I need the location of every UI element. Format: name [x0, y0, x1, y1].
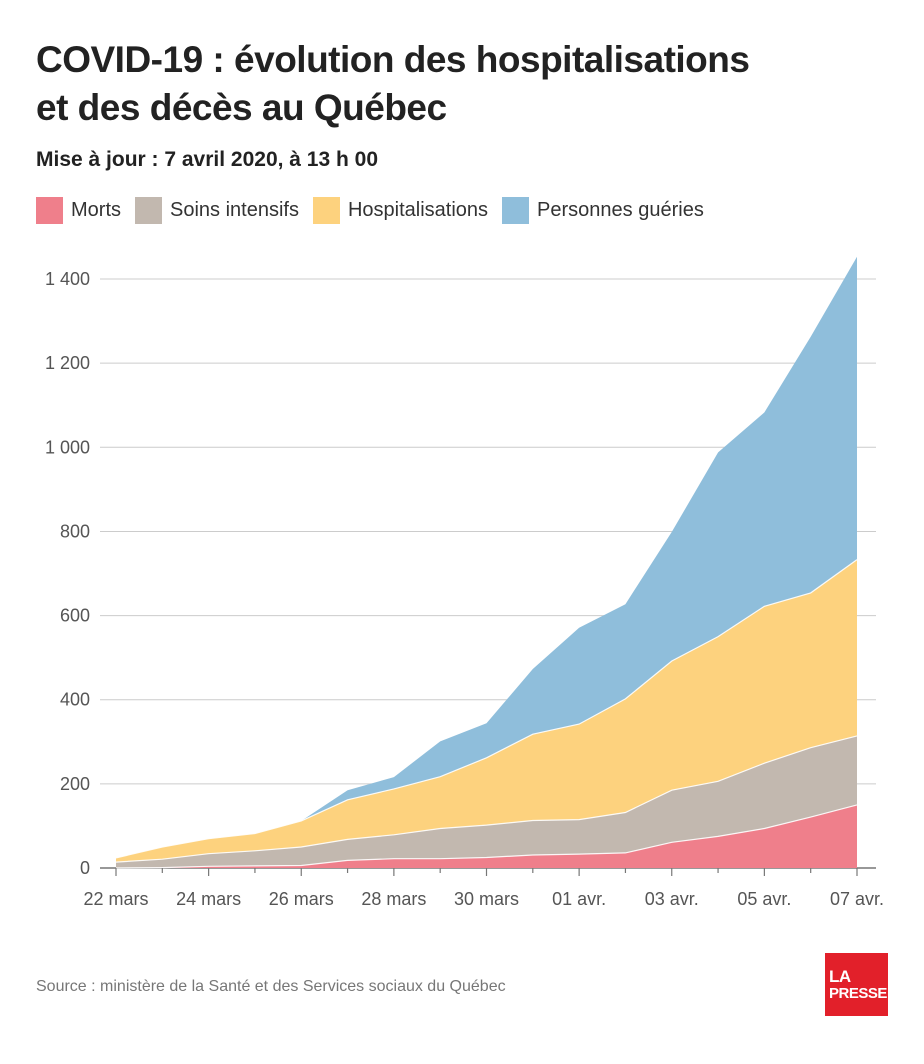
legend-item-hospitalisations: Hospitalisations	[312, 197, 489, 224]
legend-item-personnes-gueries: Personnes guéries	[502, 197, 704, 224]
legend-label-morts: Morts	[71, 199, 121, 221]
chart-legend: Morts Soins intensifs Hospitalisations P…	[36, 197, 718, 224]
source-note: Source : ministère de la Santé et des Se…	[36, 978, 506, 995]
y-tick-label: 800	[60, 521, 90, 541]
series-boundary-line	[115, 735, 858, 863]
logo-line-2: PRESSE	[829, 984, 887, 1002]
la-presse-logo: LA PRESSE	[825, 953, 888, 1016]
legend-label-soins-intensifs: Soins intensifs	[170, 199, 299, 221]
y-tick-label: 1 400	[45, 269, 90, 289]
axis-layer: 0 200 400 600 800 1 000 1 200 1 400 22 mars 24 ma…	[45, 269, 884, 909]
outline-layer	[115, 559, 858, 869]
legend-swatch-morts	[36, 197, 63, 224]
x-tick-label: 03 avr.	[645, 889, 699, 909]
area-layer	[116, 256, 857, 868]
chart-title-line-1: COVID-19 : évolution des hospitalisation…	[36, 39, 750, 80]
legend-swatch-hospitalisations	[312, 197, 340, 224]
chart-title-line-2: et des décès au Québec	[36, 87, 447, 128]
x-tick-label: 01 avr.	[552, 889, 606, 909]
x-tick-label: 26 mars	[269, 889, 334, 909]
y-tick-label: 1 200	[45, 353, 90, 373]
x-tick-label: 30 mars	[454, 889, 519, 909]
legend-item-soins-intensifs: Soins intensifs	[135, 197, 299, 224]
x-tick-label: 28 mars	[361, 889, 426, 909]
legend-label-personnes-gueries: Personnes guéries	[537, 199, 704, 221]
series-boundary-line	[115, 559, 858, 859]
area-hospitalisations	[116, 559, 857, 863]
y-tick-label: 600	[60, 606, 90, 626]
area-morts	[116, 804, 857, 868]
x-tick-label: 05 avr.	[737, 889, 791, 909]
legend-swatch-personnes-gueries	[502, 197, 530, 224]
area-soins-intensifs	[116, 735, 857, 868]
chart-subtitle: Mise à jour : 7 avril 2020, à 13 h 00	[36, 148, 379, 171]
legend-item-morts: Morts	[36, 197, 121, 224]
y-tick-label: 1 000	[45, 437, 90, 457]
legend-swatch-soins-intensifs	[135, 197, 162, 224]
chart-title: COVID-19 : évolution des hospitalisation…	[36, 36, 886, 132]
series-boundary-line	[115, 804, 858, 869]
x-tick-label: 24 mars	[176, 889, 241, 909]
y-tick-label: 400	[60, 690, 90, 710]
stacked-area-chart: 0 200 400 600 800 1 000 1 200 1 400 22 mars 24 ma…	[45, 256, 884, 909]
y-tick-label: 0	[80, 858, 90, 878]
legend-label-hospitalisations: Hospitalisations	[347, 199, 489, 221]
y-tick-label: 200	[60, 774, 90, 794]
x-tick-label: 07 avr.	[830, 889, 884, 909]
x-tick-label: 22 mars	[83, 889, 148, 909]
logo-line-1: LA	[829, 966, 851, 986]
area-personnes-gueries	[116, 256, 857, 858]
